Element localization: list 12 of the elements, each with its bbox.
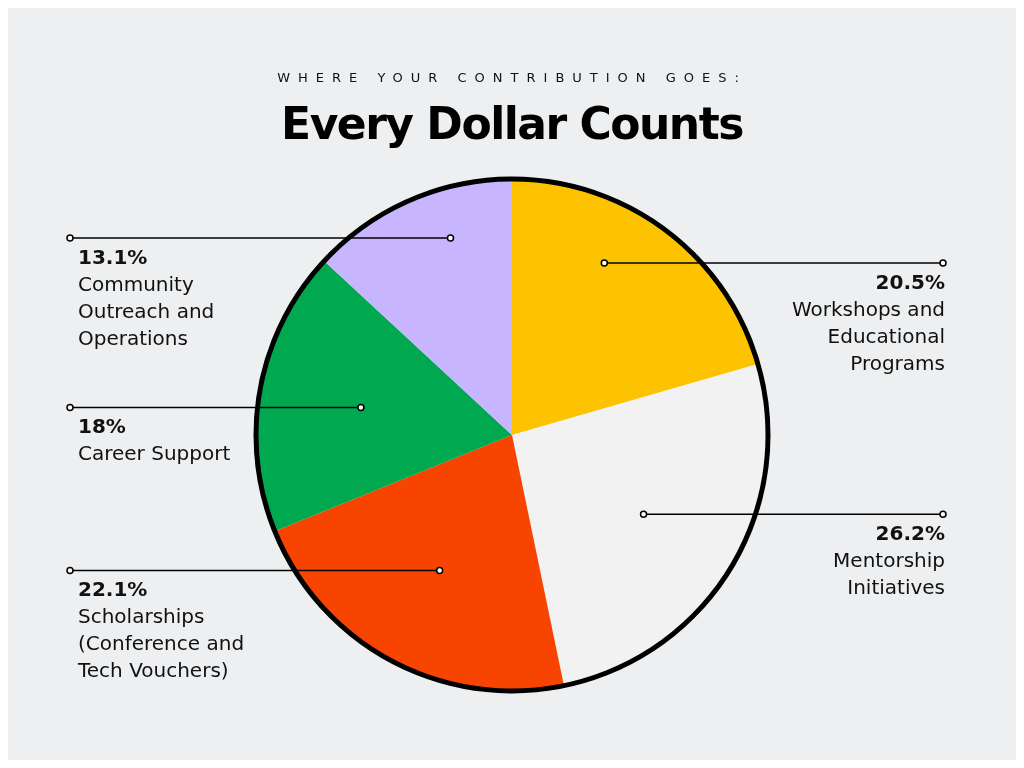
slice-label: Scholarships (Conference and Tech Vouchers) — [77, 604, 245, 683]
slice-label: Career Support — [78, 441, 231, 466]
chart-subtitle: WHERE YOUR CONTRIBUTION GOES: — [276, 70, 748, 85]
data-label: 18% — [78, 414, 126, 439]
chart-title: Every Dollar Counts — [280, 98, 744, 149]
data-label: 26.2% — [875, 521, 945, 546]
slice-label: Workshops and Educational Programs — [791, 297, 945, 376]
slice-label: Community Outreach and Operations — [78, 271, 215, 350]
data-label: 20.5% — [875, 270, 945, 295]
data-label: 13.1% — [78, 244, 148, 269]
slice-label: Mentorship Initiatives — [833, 548, 945, 600]
data-label: 22.1% — [78, 577, 148, 602]
